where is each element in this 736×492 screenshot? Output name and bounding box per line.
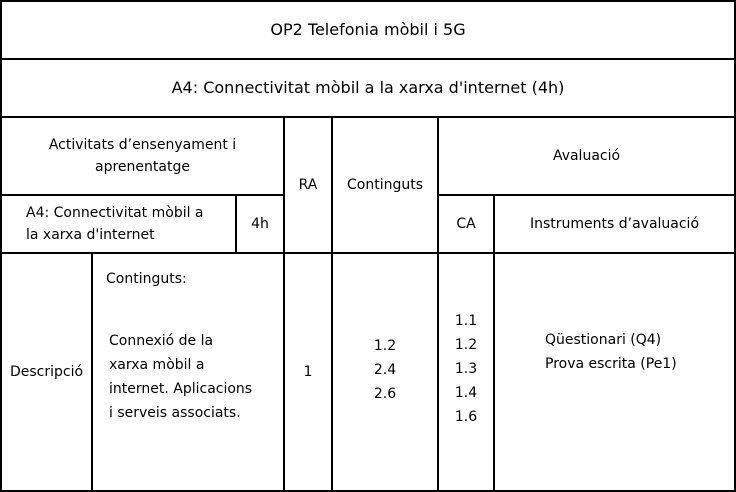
- description-label-cell: Descripció: [0, 252, 93, 492]
- ca-value: 1.2: [454, 337, 478, 353]
- ca-header: CA: [437, 194, 495, 254]
- activity-name-cell: A4: Connectivitat mòbil a la xarxa d'int…: [0, 194, 237, 254]
- description-line: xarxa mòbil a: [109, 357, 205, 373]
- ra-header-text: RA: [298, 177, 318, 193]
- activities-header-text: Activitats d’ensenyament i aprenentatge: [48, 137, 237, 175]
- activity-header: A4: Connectivitat mòbil a la xarxa d'int…: [0, 58, 736, 118]
- ca-value: 1.1: [454, 313, 478, 329]
- activity-hours-cell: 4h: [235, 194, 285, 254]
- activity-name-line1: A4: Connectivitat mòbil a: [26, 205, 204, 221]
- contents-header: Continguts: [331, 116, 439, 254]
- instruments-header-text: Instruments d’avaluació: [529, 216, 700, 232]
- instrument-item: Prova escrita (Pe1): [545, 356, 677, 372]
- activity-hours: 4h: [251, 216, 269, 232]
- contents-value: 1.2: [373, 338, 397, 354]
- contents-value: 2.6: [373, 386, 397, 402]
- table-title: OP2 Telefonia mòbil i 5G: [0, 0, 736, 60]
- table-title-text: OP2 Telefonia mòbil i 5G: [270, 20, 466, 39]
- ra-header: RA: [283, 116, 333, 254]
- description-content-cell: Continguts: Connexió de la xarxa mòbil a…: [91, 252, 285, 492]
- ca-value: 1.4: [454, 385, 478, 401]
- description-contents-label: Continguts:: [106, 271, 187, 287]
- description-line: internet. Aplicacions: [109, 381, 253, 397]
- activities-header: Activitats d’ensenyament i aprenentatge: [0, 116, 285, 196]
- activity-header-text: A4: Connectivitat mòbil a la xarxa d'int…: [171, 78, 565, 97]
- ca-value: 1.3: [454, 361, 478, 377]
- ca-value: 1.6: [454, 409, 478, 425]
- description-line: i serveis associats.: [109, 405, 241, 421]
- ra-value-cell: 1: [283, 252, 333, 492]
- evaluation-header-text: Avaluació: [552, 148, 621, 164]
- description-text: Connexió de la xarxa mòbil a internet. A…: [109, 329, 252, 425]
- description-label: Descripció: [9, 364, 84, 380]
- ca-header-text: CA: [456, 216, 476, 232]
- ra-value: 1: [303, 364, 313, 380]
- instruments-header: Instruments d’avaluació: [493, 194, 736, 254]
- contents-values-cell: 1.2 2.4 2.6: [331, 252, 439, 492]
- description-line: Connexió de la: [109, 333, 214, 349]
- contents-value: 2.4: [373, 362, 397, 378]
- activity-name-line2: la xarxa d'internet: [26, 227, 155, 243]
- contents-header-text: Continguts: [346, 177, 423, 193]
- instruments-values-cell: Qüestionari (Q4) Prova escrita (Pe1): [493, 252, 736, 492]
- evaluation-header: Avaluació: [437, 116, 736, 196]
- instrument-item: Qüestionari (Q4): [545, 332, 662, 348]
- ca-values-cell: 1.1 1.2 1.3 1.4 1.6: [437, 252, 495, 492]
